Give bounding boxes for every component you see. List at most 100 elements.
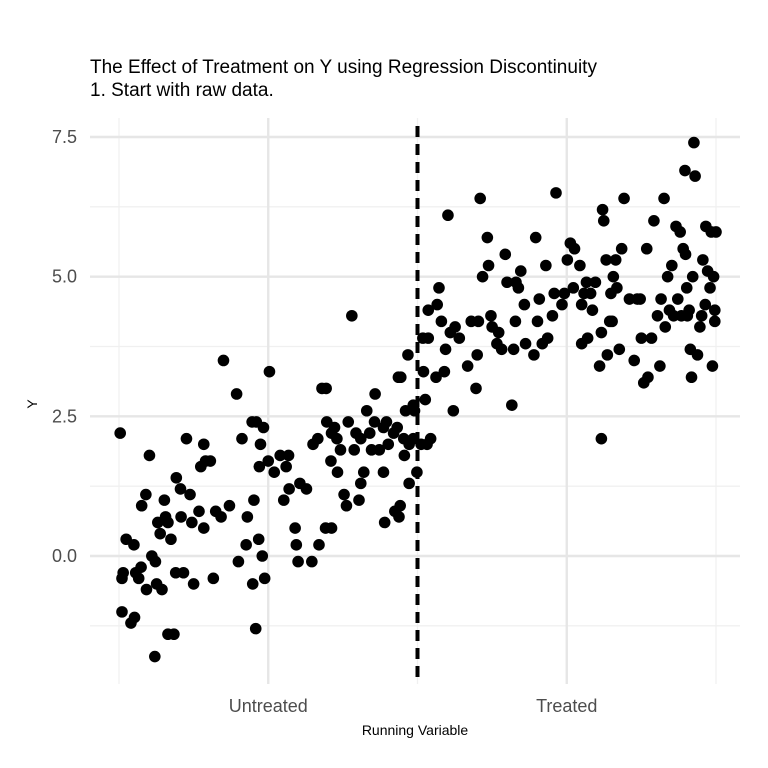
data-point: [472, 315, 485, 328]
data-point: [568, 242, 581, 255]
data-point: [280, 460, 292, 473]
data-point: [398, 449, 411, 462]
data-point: [292, 555, 304, 568]
data-point: [606, 315, 618, 328]
data-point: [204, 455, 217, 467]
data-point: [156, 583, 168, 596]
data-point: [274, 449, 286, 462]
data-point: [193, 505, 205, 518]
data-point: [550, 187, 562, 199]
data-point: [453, 332, 466, 344]
data-point: [217, 354, 230, 367]
data-point: [529, 231, 542, 244]
data-point: [357, 466, 370, 479]
data-point: [658, 192, 670, 205]
data-point: [654, 360, 666, 372]
data-point: [168, 628, 180, 641]
data-point: [433, 282, 445, 294]
data-point: [215, 511, 227, 523]
data-point: [353, 494, 365, 506]
data-point: [340, 499, 353, 512]
data-point: [114, 427, 126, 439]
data-point: [268, 466, 281, 479]
data-point: [135, 499, 148, 512]
data-point: [567, 282, 580, 294]
data-point: [449, 321, 461, 333]
data-point: [289, 522, 301, 534]
data-point: [628, 354, 641, 367]
data-point: [154, 527, 166, 540]
chart-subtitle: 1. Start with raw data.: [90, 80, 274, 101]
data-point: [634, 293, 646, 305]
data-point: [306, 555, 318, 568]
data-point: [135, 561, 147, 573]
data-point: [558, 287, 571, 300]
data-point: [707, 270, 720, 283]
y-axis-title: Y: [24, 399, 40, 409]
data-point: [512, 282, 525, 294]
data-point: [312, 432, 324, 445]
data-point: [533, 293, 546, 305]
data-point: [174, 483, 187, 495]
data-point: [382, 438, 395, 451]
data-point: [618, 192, 630, 205]
y-tick-label: 5.0: [52, 267, 77, 287]
data-point: [589, 276, 602, 289]
data-point: [645, 332, 658, 344]
data-point: [403, 477, 415, 490]
x-tick-label: Untreated: [229, 696, 308, 716]
data-point: [683, 304, 695, 316]
data-point: [519, 337, 532, 350]
data-point: [461, 360, 474, 372]
data-point: [346, 309, 358, 322]
data-point: [277, 494, 290, 506]
data-point: [661, 270, 674, 283]
data-point: [117, 566, 129, 579]
data-point: [394, 371, 407, 384]
data-point: [499, 248, 512, 261]
data-point: [482, 259, 495, 272]
data-point: [430, 371, 442, 384]
data-point: [197, 522, 210, 534]
data-point: [679, 164, 691, 177]
data-point: [613, 343, 626, 356]
data-point: [470, 382, 482, 395]
data-point: [325, 455, 337, 467]
data-point: [659, 321, 672, 333]
data-point: [600, 254, 612, 266]
data-point: [422, 332, 435, 344]
data-point: [561, 254, 574, 266]
data-point: [140, 488, 152, 501]
data-point: [313, 539, 325, 551]
y-tick-labels: 0.0 2.5 5.0 7.5: [52, 127, 77, 566]
data-point: [424, 432, 437, 445]
data-point: [422, 304, 435, 316]
data-point: [607, 270, 620, 283]
data-point: [447, 404, 460, 417]
data-point: [640, 242, 653, 255]
data-point: [691, 349, 704, 361]
data-point: [186, 516, 198, 529]
data-point: [556, 298, 568, 311]
data-point: [128, 539, 140, 551]
data-point: [710, 226, 722, 238]
data-point: [442, 209, 454, 222]
data-point: [679, 248, 692, 261]
data-point: [642, 371, 654, 384]
data-point: [438, 365, 451, 378]
data-point: [290, 539, 303, 551]
data-point: [518, 298, 531, 311]
x-tick-labels: Untreated Treated: [229, 696, 598, 716]
data-point: [709, 304, 721, 316]
data-point: [548, 287, 561, 300]
data-point: [507, 343, 520, 356]
data-point: [149, 650, 161, 663]
data-point: [596, 203, 609, 216]
data-point: [648, 215, 660, 227]
data-point: [363, 427, 376, 439]
data-point: [230, 388, 243, 400]
data-point: [257, 421, 270, 434]
data-point: [116, 606, 128, 618]
data-point: [331, 466, 344, 479]
